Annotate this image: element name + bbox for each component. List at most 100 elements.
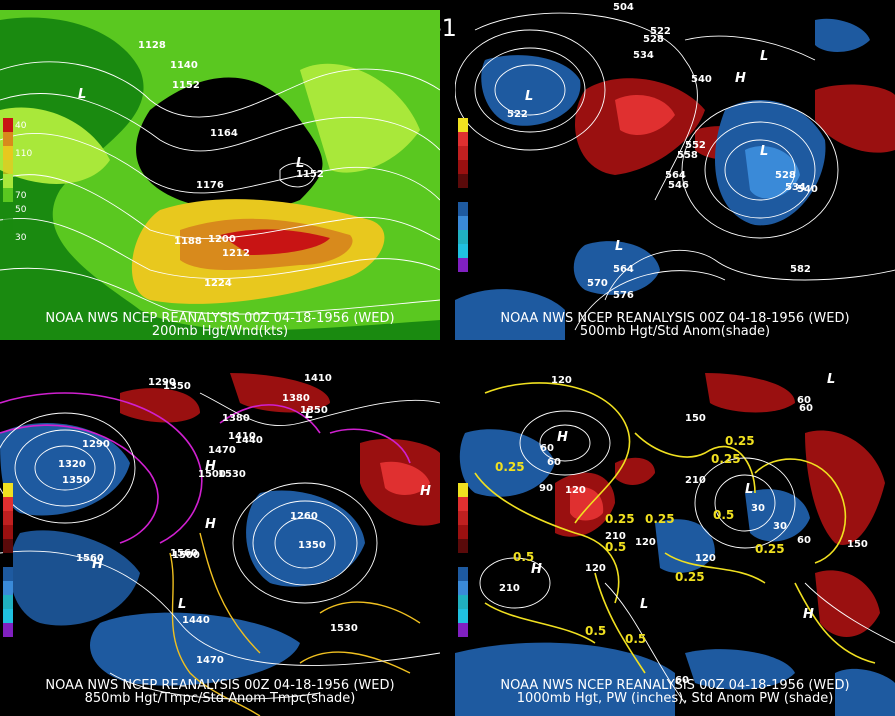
svg-text:210: 210 [499, 583, 520, 594]
map-200mb: 1128 1140 1152 1164 1176 1188 1200 1212 1224 1… [0, 10, 440, 340]
svg-text:120: 120 [635, 537, 656, 548]
svg-text:1200: 1200 [208, 234, 236, 245]
svg-text:210: 210 [685, 475, 706, 486]
svg-text:L: L [305, 407, 313, 422]
panel-500mb: 522 552 558 564 546 528 534 540 564 570 576 582 … [455, 0, 895, 340]
caption-source-200mb: NOAA NWS NCEP REANALYSIS 00Z 04-18-1956 … [45, 311, 395, 326]
svg-text:1290: 1290 [148, 377, 176, 388]
svg-text:522: 522 [650, 26, 671, 37]
svg-text:528: 528 [643, 34, 664, 45]
svg-text:120: 120 [551, 375, 572, 386]
svg-text:522: 522 [507, 109, 528, 120]
svg-text:L: L [760, 49, 768, 64]
svg-text:L: L [760, 144, 768, 159]
svg-text:1440: 1440 [235, 435, 263, 446]
svg-text:552: 552 [685, 140, 706, 151]
svg-text:0.25: 0.25 [645, 512, 675, 526]
svg-text:150: 150 [847, 539, 868, 550]
svg-text:H: H [420, 484, 431, 499]
svg-text:210: 210 [605, 531, 626, 542]
panel-850mb: 1290 1350 1380 1440 1500 1530 1290 1320 1350 1… [0, 373, 440, 716]
svg-text:0.25: 0.25 [605, 512, 635, 526]
svg-text:0.25: 0.25 [711, 452, 741, 466]
svg-text:0.25: 0.25 [725, 434, 755, 448]
svg-text:1320: 1320 [58, 459, 86, 470]
svg-text:1128: 1128 [138, 40, 166, 51]
svg-text:1530: 1530 [218, 469, 246, 480]
svg-text:L: L [640, 597, 648, 612]
svg-text:1152: 1152 [172, 80, 200, 91]
svg-text:60: 60 [540, 443, 554, 454]
svg-text:L: L [296, 156, 304, 171]
legend-label-7: 30 [15, 233, 27, 243]
svg-text:1500: 1500 [198, 469, 226, 480]
svg-text:60: 60 [547, 457, 561, 468]
svg-text:504: 504 [613, 2, 634, 13]
caption-200mb: 200mb Hgt/Wnd(kts) [151, 324, 289, 339]
svg-text:120: 120 [565, 485, 586, 496]
svg-text:1560: 1560 [170, 548, 198, 559]
svg-text:H: H [557, 430, 568, 445]
svg-text:H: H [531, 562, 542, 577]
svg-text:H: H [735, 71, 746, 86]
svg-text:1560: 1560 [76, 553, 104, 564]
svg-text:30: 30 [751, 503, 765, 514]
svg-text:534: 534 [785, 182, 806, 193]
svg-text:L: L [827, 373, 835, 387]
svg-text:0.25: 0.25 [675, 570, 705, 584]
svg-text:1224: 1224 [204, 278, 232, 289]
svg-text:1530: 1530 [330, 623, 358, 634]
svg-text:546: 546 [668, 180, 689, 191]
svg-text:H: H [803, 607, 814, 622]
svg-text:1290: 1290 [82, 439, 110, 450]
svg-text:0.5: 0.5 [585, 624, 606, 638]
svg-text:1470: 1470 [196, 655, 224, 666]
svg-text:1380: 1380 [222, 413, 250, 424]
svg-text:576: 576 [613, 290, 634, 301]
svg-text:60: 60 [797, 395, 811, 406]
svg-text:1380: 1380 [282, 393, 310, 404]
svg-text:1470: 1470 [208, 445, 236, 456]
svg-text:120: 120 [695, 553, 716, 564]
caption-source-850mb: NOAA NWS NCEP REANALYSIS 00Z 04-18-1956 … [45, 678, 395, 693]
svg-text:1176: 1176 [196, 180, 224, 191]
caption-500mb: 500mb Hgt/Std Anom(shade) [579, 324, 771, 339]
svg-text:1350: 1350 [62, 475, 90, 486]
svg-text:1440: 1440 [182, 615, 210, 626]
svg-text:582: 582 [790, 264, 811, 275]
svg-text:1164: 1164 [210, 128, 238, 139]
svg-text:H: H [205, 459, 216, 474]
svg-text:L: L [525, 89, 533, 104]
caption-850mb: 850mb Hgt/Tmpc/Std Anom Tmpc(shade) [84, 691, 356, 706]
svg-text:1350: 1350 [163, 381, 191, 392]
svg-text:564: 564 [613, 264, 634, 275]
caption-source-500mb: NOAA NWS NCEP REANALYSIS 00Z 04-18-1956 … [500, 311, 850, 326]
svg-text:1152: 1152 [296, 169, 324, 180]
svg-text:540: 540 [691, 74, 712, 85]
svg-text:1350: 1350 [300, 405, 328, 416]
svg-text:60: 60 [799, 403, 813, 414]
caption-1000mb: 1000mb Hgt, PW (inches), Std Anom PW (sh… [516, 691, 834, 706]
svg-text:H: H [92, 557, 103, 572]
svg-text:564: 564 [665, 170, 686, 181]
svg-text:1260: 1260 [290, 511, 318, 522]
svg-text:1410: 1410 [228, 431, 256, 442]
legend-label-4: 70 [15, 191, 27, 201]
caption-source-1000mb: NOAA NWS NCEP REANALYSIS 00Z 04-18-1956 … [500, 678, 850, 693]
svg-text:L: L [615, 239, 623, 254]
svg-text:1410: 1410 [304, 373, 332, 384]
svg-text:1140: 1140 [170, 60, 198, 71]
svg-text:120: 120 [585, 563, 606, 574]
panel-200mb: 1128 1140 1152 1164 1176 1188 1200 1212 1224 1… [0, 10, 440, 340]
svg-text:534: 534 [633, 50, 654, 61]
svg-text:540: 540 [797, 184, 818, 195]
svg-text:0.5: 0.5 [605, 540, 626, 554]
svg-text:L: L [178, 597, 186, 612]
svg-text:1500: 1500 [172, 550, 200, 561]
svg-text:0.5: 0.5 [625, 632, 646, 646]
svg-text:0.25: 0.25 [495, 460, 525, 474]
panel-1000mb: 120 60 60 90 120 210 210 120 210 30 30 60 150 60 6… [455, 373, 895, 716]
